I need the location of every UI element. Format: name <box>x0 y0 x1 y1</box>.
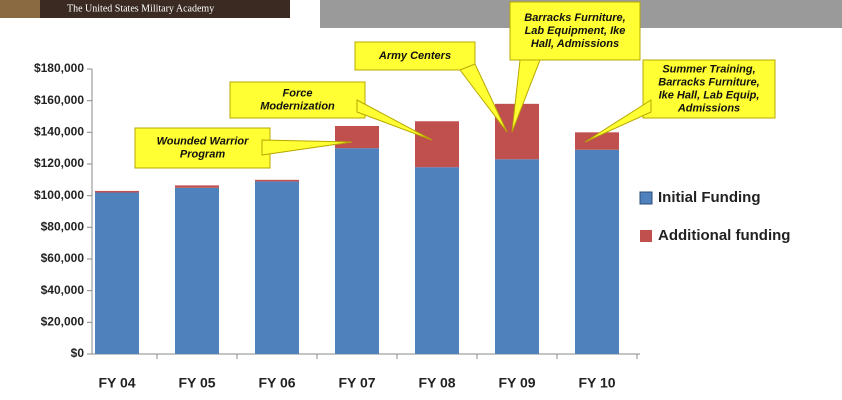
callout-text: Admissions <box>677 102 740 114</box>
callout-text: Summer Training, <box>662 63 755 75</box>
callout-pointer <box>261 139 353 156</box>
bar-segment <box>415 167 459 354</box>
y-tick-label: $100,000 <box>34 188 84 202</box>
bar-segment <box>175 187 219 354</box>
x-tick-label: FY 08 <box>418 375 455 391</box>
callout-box <box>229 81 366 119</box>
y-tick-label: $180,000 <box>34 61 84 75</box>
y-tick-label: $0 <box>71 346 85 360</box>
callout-text: Lab Equipment, Ike <box>525 25 626 37</box>
legend-label: Initial Funding <box>658 189 760 206</box>
callout-text: Ike Hall, Lab Equip, <box>659 89 760 101</box>
bar-segment <box>575 132 619 150</box>
bar-segment <box>255 179 299 182</box>
bar-segment <box>95 192 139 354</box>
x-tick-label: FY 04 <box>98 375 135 391</box>
y-tick-label: $40,000 <box>41 283 85 297</box>
y-tick-label: $60,000 <box>41 251 85 265</box>
x-tick-label: FY 09 <box>498 375 535 391</box>
callout-text: Barracks Furniture, <box>658 76 759 88</box>
callout-box <box>354 41 476 71</box>
y-tick-label: $80,000 <box>41 220 85 234</box>
bar-segment <box>175 185 219 188</box>
callout-pointer <box>459 63 508 133</box>
x-tick-label: FY 05 <box>178 375 215 391</box>
x-tick-label: FY 10 <box>578 375 615 391</box>
callout-box <box>642 59 776 119</box>
y-tick-label: $120,000 <box>34 156 84 170</box>
x-tick-label: FY 07 <box>338 375 375 391</box>
header-banner <box>0 0 290 18</box>
callout-box <box>509 1 641 61</box>
callout-box <box>134 127 271 169</box>
callout-text: Hall, Admissions <box>531 38 619 50</box>
callout-pointer <box>584 99 652 143</box>
callout-text: Modernization <box>260 100 335 112</box>
callout-pointer <box>356 99 433 141</box>
callout-text: Force <box>283 87 313 99</box>
bar-segment <box>575 149 619 354</box>
y-tick-label: $140,000 <box>34 125 84 139</box>
header-text: The United States Military Academy <box>67 3 214 14</box>
bar-segment <box>415 121 459 168</box>
callout-text: Wounded Warrior <box>157 135 250 147</box>
bar-segment <box>495 159 539 354</box>
callout-pointer <box>511 59 541 133</box>
y-tick-label: $160,000 <box>34 93 84 107</box>
callout-text: Army Centers <box>378 50 451 62</box>
y-tick-label: $20,000 <box>41 315 85 329</box>
x-tick-label: FY 06 <box>258 375 295 391</box>
bar-segment <box>95 190 139 193</box>
header-crest <box>0 0 40 18</box>
legend-swatch <box>640 230 652 242</box>
legend-swatch <box>639 191 653 205</box>
bar-segment <box>335 148 379 354</box>
callout-text: Barracks Furniture, <box>524 12 625 24</box>
bar-segment <box>335 126 379 149</box>
legend-label: Additional funding <box>658 227 790 244</box>
callout-text: Program <box>180 148 225 160</box>
bar-segment <box>255 181 299 354</box>
